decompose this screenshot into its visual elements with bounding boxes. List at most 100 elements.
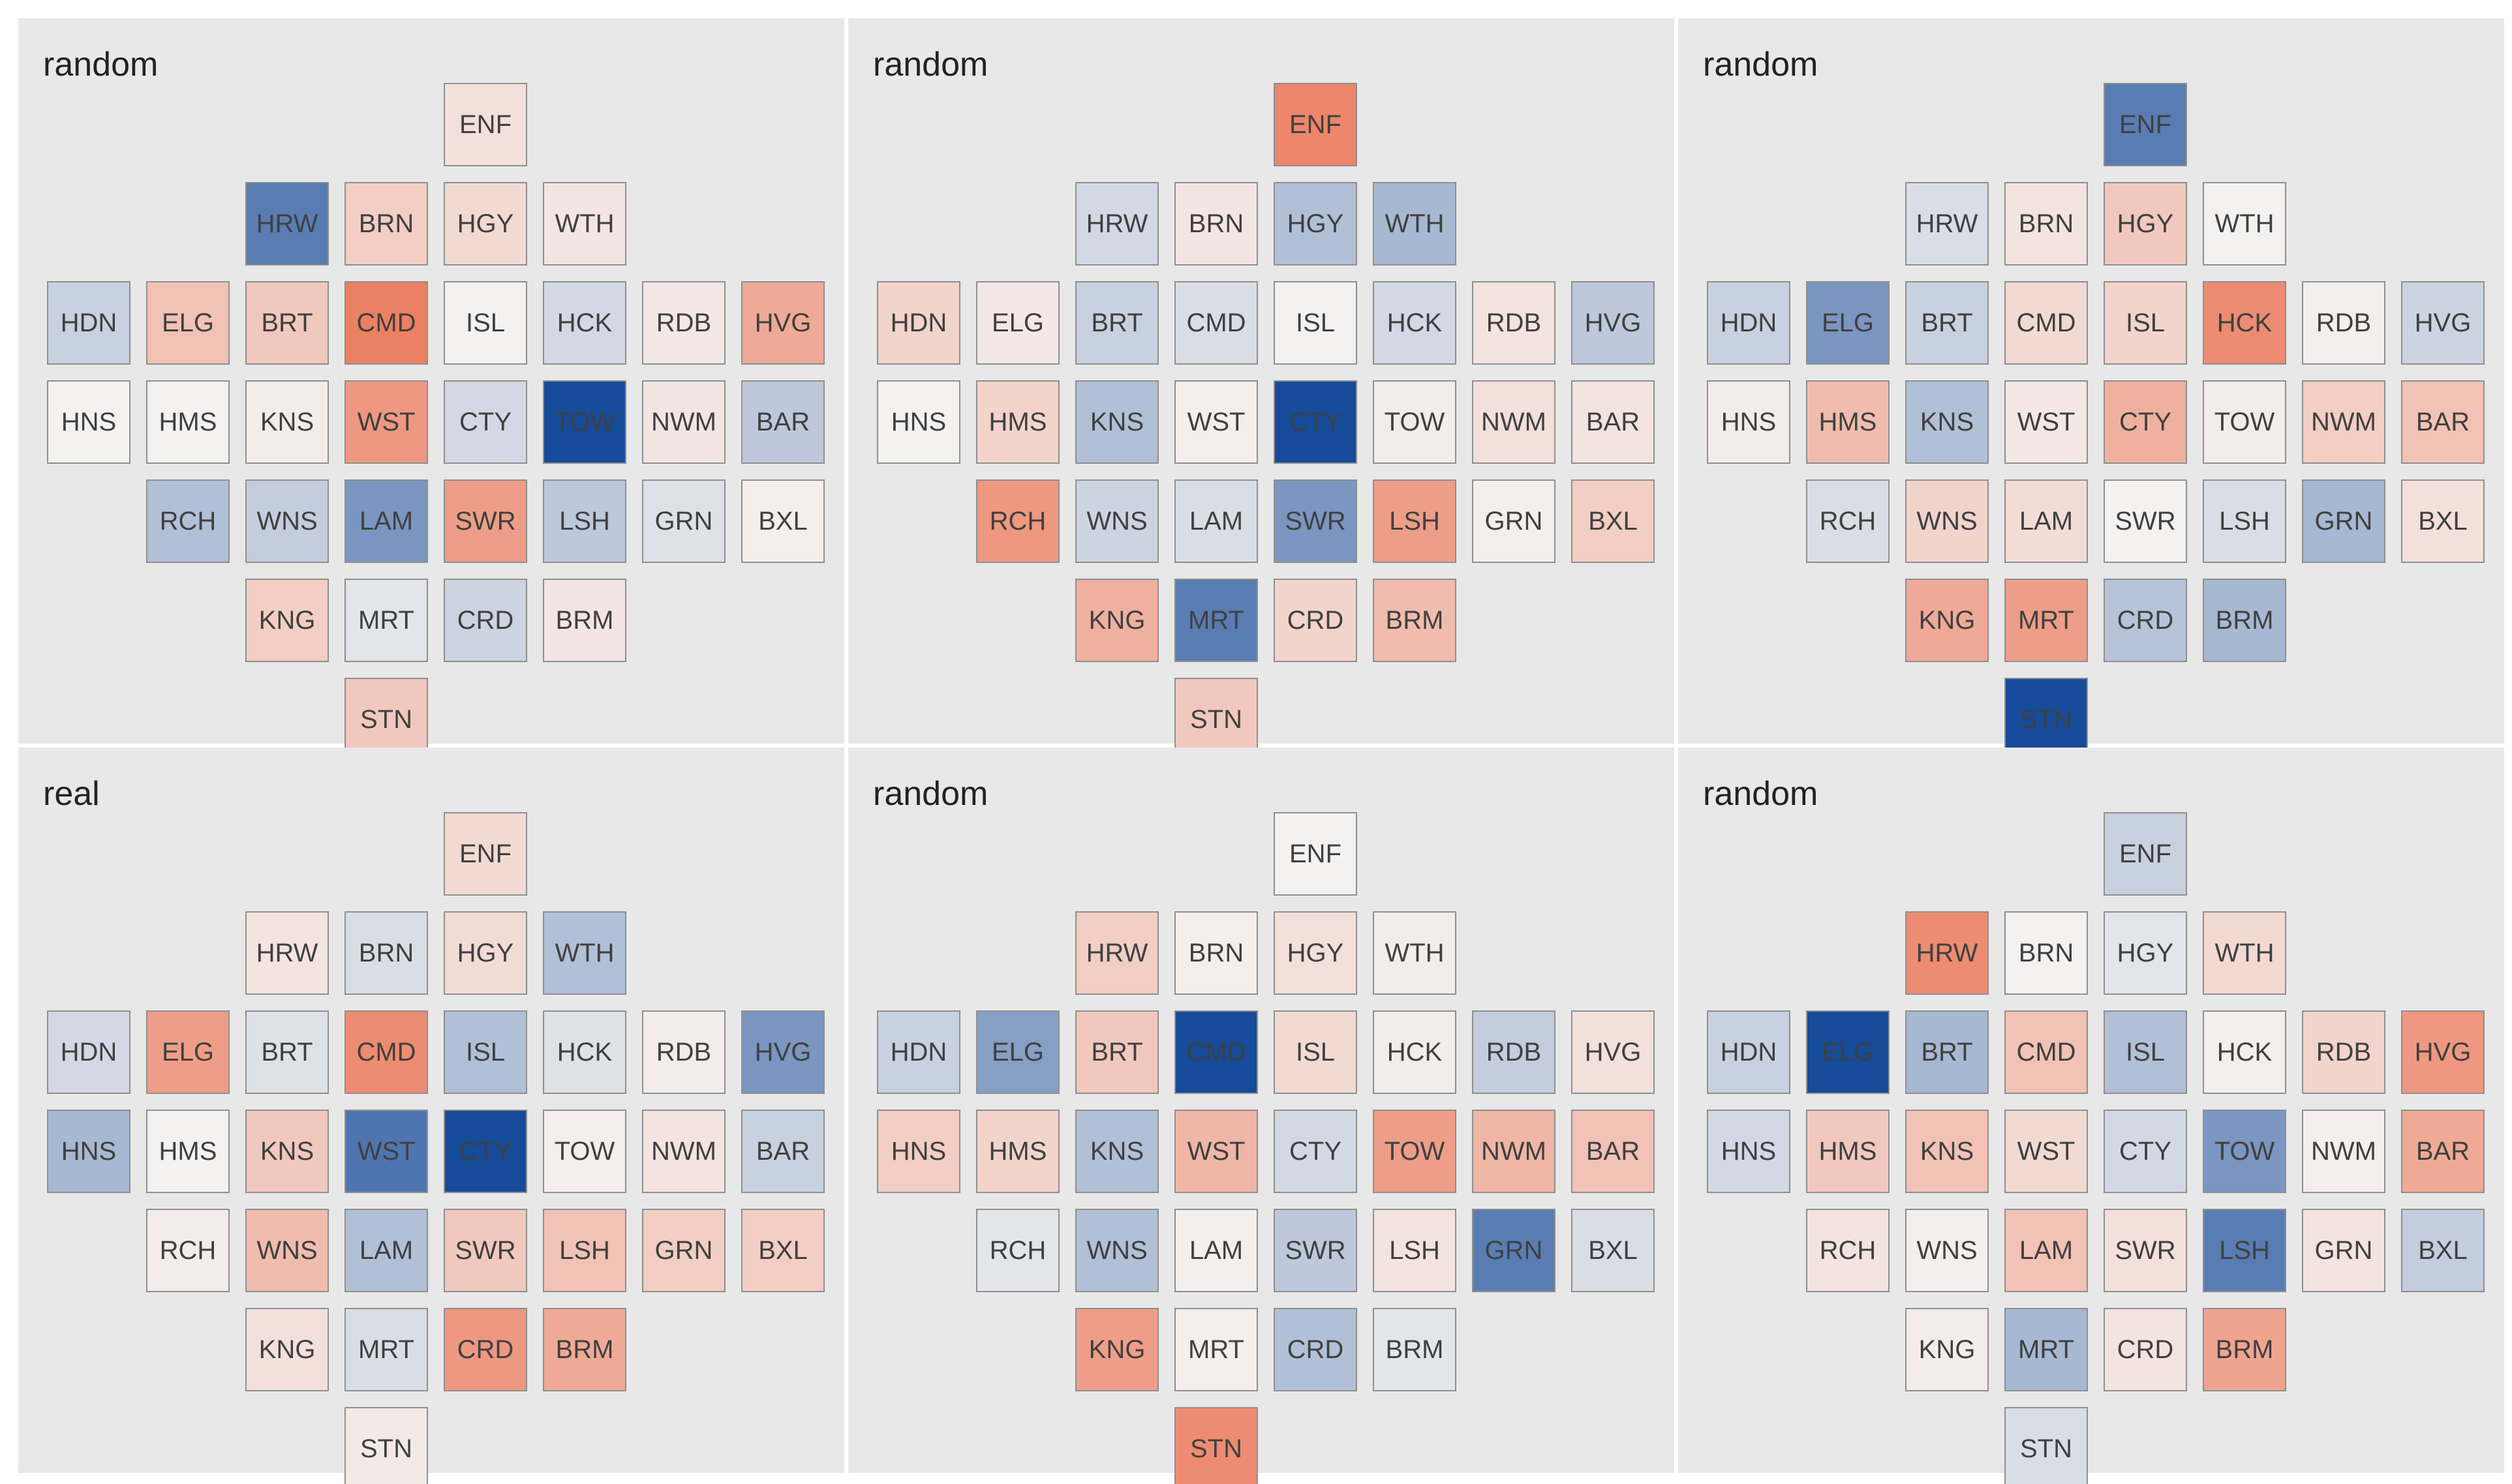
tile-rect — [2004, 1010, 2088, 1094]
tile-label: BRT — [261, 309, 313, 337]
tile-label: TOW — [1385, 1137, 1445, 1166]
tile-rect — [245, 1308, 329, 1391]
tile-label: RCH — [990, 507, 1047, 536]
tile-rch: RCH — [976, 1209, 1060, 1292]
tile-rect — [146, 1110, 230, 1193]
tile-hdn: HDN — [1707, 1010, 1790, 1094]
tile-lsh: LSH — [1373, 479, 1456, 563]
tile-isl: ISL — [444, 281, 527, 365]
tile-label: BAR — [2416, 1137, 2470, 1166]
tile-label: HVG — [1585, 309, 1642, 337]
tile-label: LAM — [1189, 507, 1243, 536]
tile-rect — [741, 1010, 825, 1094]
tile-label: RCH — [160, 507, 217, 536]
tile-label: CTY — [1289, 1137, 1341, 1166]
panels-layer: random ENF HRW BRN HGY WTH HDN ELG BRT CMD ISL HCK R… — [18, 18, 2504, 1484]
tile-label: HDN — [61, 309, 117, 337]
tile-label: HNS — [891, 1137, 946, 1166]
tile-label: BAR — [2416, 408, 2470, 436]
tile-rect — [2004, 1407, 2088, 1484]
tile-hdn: HDN — [877, 281, 960, 365]
tile-label: CTY — [459, 408, 512, 436]
tile-label: BRN — [2019, 939, 2074, 967]
tile-kng: KNG — [1075, 579, 1159, 662]
tile-label: KNG — [259, 1335, 316, 1364]
tile-hns: HNS — [1707, 1110, 1790, 1193]
tile-elg: ELG — [146, 281, 230, 365]
tile-rect — [642, 380, 726, 464]
tile-hgy: HGY — [2104, 911, 2187, 995]
tile-label: HCK — [557, 309, 613, 337]
tile-bxl: BXL — [1571, 479, 1655, 563]
tile-rect — [47, 1110, 130, 1193]
tile-label: HGY — [457, 939, 514, 967]
tile-rect — [444, 1010, 527, 1094]
tile-cty: CTY — [2104, 1110, 2187, 1193]
panel-2: random ENF HRW BRN HGY WTH HDN ELG BRT CMD ISL HCK R… — [848, 18, 1674, 761]
tile-label: HDN — [1721, 309, 1777, 337]
tile-enf: ENF — [2104, 812, 2187, 896]
tile-rect — [1174, 182, 1258, 265]
tile-rect — [1274, 182, 1357, 265]
tile-rect — [2302, 1209, 2385, 1292]
tile-rect — [2104, 182, 2187, 265]
tile-rect — [345, 1308, 428, 1391]
tile-cty: CTY — [1274, 380, 1357, 464]
tile-brm: BRM — [543, 1308, 626, 1391]
tile-rect — [1174, 281, 1258, 365]
tile-rect — [444, 281, 527, 365]
tile-isl: ISL — [1274, 281, 1357, 365]
tile-rect — [1571, 1209, 1655, 1292]
tile-hns: HNS — [47, 380, 130, 464]
tile-rect — [1174, 1010, 1258, 1094]
tile-hck: HCK — [543, 281, 626, 365]
tile-label: BRM — [556, 1335, 614, 1364]
tile-label: BRT — [1921, 309, 1972, 337]
tile-rect — [1905, 380, 1989, 464]
tile-label: HVG — [755, 309, 812, 337]
tile-label: ELG — [992, 1038, 1044, 1067]
tile-hvg: HVG — [741, 1010, 825, 1094]
tile-label: NWM — [1481, 1137, 1546, 1166]
tile-label: KNS — [1920, 1137, 1974, 1166]
tile-label: BRT — [1091, 1038, 1142, 1067]
tile-label: BRM — [2216, 606, 2274, 635]
tile-cmd: CMD — [2004, 1010, 2088, 1094]
tile-mrt: MRT — [1174, 579, 1258, 662]
tile-label: HGY — [2117, 939, 2174, 967]
tile-mrt: MRT — [2004, 579, 2088, 662]
tile-label: ISL — [466, 1038, 505, 1067]
tile-rect — [2104, 1010, 2187, 1094]
tile-brt: BRT — [1905, 281, 1989, 365]
tile-cmd: CMD — [1174, 281, 1258, 365]
tile-label: HNS — [891, 408, 946, 436]
tile-wst: WST — [2004, 1110, 2088, 1193]
tile-rect — [1571, 479, 1655, 563]
tile-label: LSH — [559, 507, 610, 536]
tile-label: ISL — [1296, 1038, 1335, 1067]
tile-rect — [146, 1010, 230, 1094]
tile-rect — [1075, 479, 1159, 563]
tile-rect — [2401, 1010, 2485, 1094]
tile-rect — [1174, 1407, 1258, 1484]
tile-label: GRN — [1485, 1236, 1543, 1265]
tile-bxl: BXL — [2401, 1209, 2485, 1292]
tile-label: CRD — [457, 1335, 514, 1364]
tile-rect — [2203, 1110, 2286, 1193]
tile-hms: HMS — [1806, 1110, 1890, 1193]
tile-rect — [245, 479, 329, 563]
tile-rect — [877, 1010, 960, 1094]
tile-label: GRN — [2315, 1236, 2373, 1265]
tile-rect — [245, 1209, 329, 1292]
tile-label: STN — [1190, 1434, 1242, 1463]
tile-label: HNS — [1721, 408, 1776, 436]
tile-tow: TOW — [1373, 1110, 1456, 1193]
tile-wst: WST — [345, 1110, 428, 1193]
tile-label: MRT — [2018, 606, 2074, 635]
tile-grn: GRN — [1472, 479, 1555, 563]
tile-bar: BAR — [2401, 380, 2485, 464]
tile-label: WTH — [1385, 209, 1444, 238]
tile-rect — [1075, 182, 1159, 265]
tile-label: STN — [360, 1434, 412, 1463]
tile-brt: BRT — [1905, 1010, 1989, 1094]
